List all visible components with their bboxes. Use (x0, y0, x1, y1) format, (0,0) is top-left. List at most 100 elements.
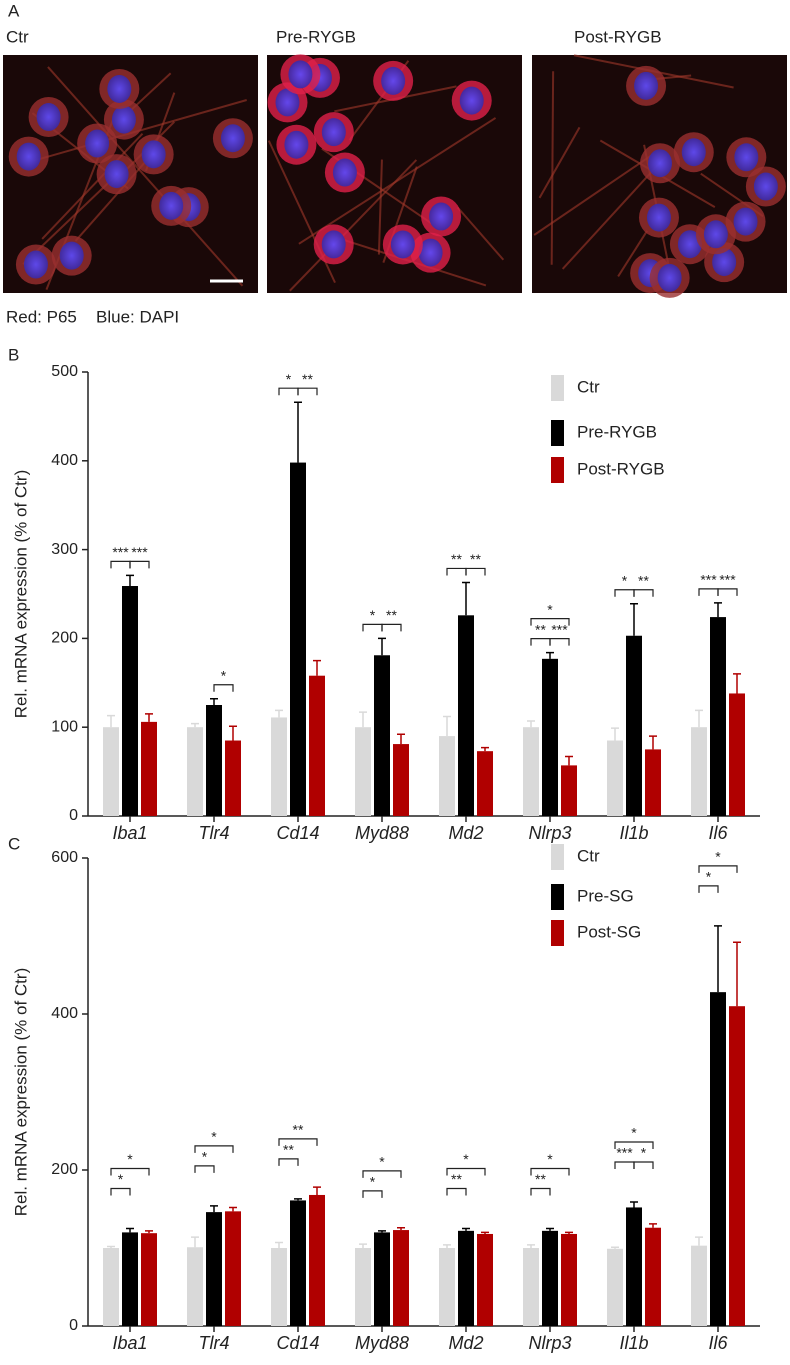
significance-bracket (446, 567, 467, 576)
error-bar (462, 1227, 470, 1231)
significance-label: * (370, 1174, 376, 1190)
bar (729, 1006, 745, 1326)
nucleus (107, 74, 132, 103)
significance-bracket (614, 589, 635, 597)
nucleus (753, 172, 778, 201)
bar (309, 1194, 325, 1326)
legend-label: Ctr (577, 846, 600, 865)
x-tick-label: Cd14 (276, 823, 319, 843)
y-axis-label: Rel. mRNA expression (% of Ctr) (11, 968, 30, 1216)
nucleus (111, 105, 136, 134)
legend-label: Pre-SG (577, 886, 634, 905)
error-bar (695, 1236, 703, 1246)
error-bar (546, 651, 554, 659)
significance-bracket (614, 1161, 635, 1169)
nucleus (275, 88, 300, 117)
bar (290, 1200, 306, 1326)
bar (458, 615, 474, 816)
bar (290, 462, 306, 816)
significance-label: * (211, 1129, 217, 1145)
error-bar (359, 1243, 367, 1248)
significance-label: *** (616, 1145, 633, 1161)
y-tick-label: 300 (51, 541, 78, 558)
cell-process (456, 206, 505, 261)
significance-label: * (715, 849, 721, 865)
significance-bracket (633, 589, 654, 597)
legend-swatch (551, 920, 564, 946)
bar (309, 675, 325, 816)
error-bar (565, 1231, 573, 1234)
bar (141, 721, 157, 816)
legend-swatch (551, 375, 564, 401)
nucleus (104, 160, 129, 189)
significance-label: * (631, 1125, 637, 1141)
significance-label: ** (302, 371, 313, 387)
x-tick-label: Il6 (708, 1333, 728, 1353)
bar (561, 765, 577, 816)
x-tick-label: Il6 (708, 823, 728, 843)
x-tick-label: Iba1 (112, 1333, 147, 1353)
error-bar (733, 673, 741, 694)
significance-label: ** (293, 1122, 304, 1138)
significance-bracket (278, 1138, 318, 1146)
significance-bracket (698, 865, 738, 873)
significance-label: * (547, 1151, 553, 1167)
nucleus (141, 140, 166, 169)
error-bar (107, 714, 115, 728)
y-tick-label: 100 (51, 718, 78, 735)
caption: Red: P65 (6, 307, 77, 326)
nucleus (634, 71, 659, 100)
y-tick-label: 400 (51, 452, 78, 469)
error-bar (630, 1201, 638, 1208)
cell-process (538, 126, 581, 199)
significance-bracket (446, 1167, 486, 1176)
significance-label: ** (638, 572, 649, 588)
significance-bracket (213, 684, 234, 692)
bar (561, 1233, 577, 1326)
panel-label: C (8, 834, 20, 853)
nucleus (459, 86, 484, 115)
significance-bracket (129, 560, 150, 569)
cell-process (298, 117, 497, 245)
significance-bracket (194, 1145, 234, 1153)
caption: Blue: DAPI (96, 307, 179, 326)
error-bar (733, 941, 741, 1007)
error-bar (462, 581, 470, 616)
significance-label: * (286, 371, 292, 387)
significance-label: ** (451, 1171, 462, 1187)
nucleus (284, 130, 309, 159)
bar (645, 1227, 661, 1326)
error-bar (229, 1206, 237, 1212)
error-bar (695, 709, 703, 728)
bar (523, 1248, 539, 1326)
significance-label: * (127, 1151, 133, 1167)
nucleus (321, 118, 346, 147)
cell-process (533, 152, 655, 236)
bar (393, 744, 409, 816)
cell-process (41, 132, 144, 240)
significance-label: *** (112, 544, 129, 560)
bar (542, 658, 558, 816)
bar (626, 1207, 642, 1326)
bar (122, 1232, 138, 1326)
legend-label: Post-SG (577, 922, 641, 941)
significance-label: *** (700, 572, 717, 588)
error-bar (397, 733, 405, 745)
bar (225, 740, 241, 816)
significance-label: * (641, 1145, 647, 1161)
significance-bracket (633, 1161, 654, 1169)
x-tick-label: Tlr4 (199, 1333, 230, 1353)
bar (691, 727, 707, 816)
error-bar (294, 1198, 302, 1201)
bar (374, 655, 390, 816)
error-bar (546, 1227, 554, 1231)
bar (439, 736, 455, 816)
legend-swatch (551, 457, 564, 483)
nucleus (332, 158, 357, 187)
bar (355, 1248, 371, 1326)
error-bar (107, 1245, 115, 1248)
error-bar (714, 925, 722, 993)
nucleus (288, 60, 313, 89)
error-bar (443, 1244, 451, 1248)
error-bar (630, 603, 638, 636)
